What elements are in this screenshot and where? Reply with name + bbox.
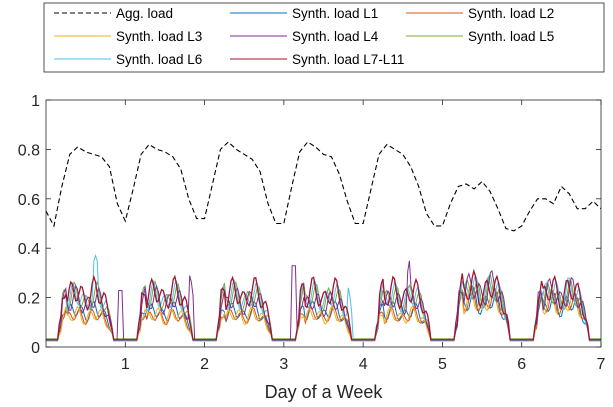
legend-box (43, 2, 605, 73)
x-tick-label: 3 (279, 356, 288, 373)
x-ticks: 1 2 3 4 5 6 7 (121, 100, 606, 373)
x-tick-label: 2 (200, 356, 209, 373)
x-tick-label: 4 (359, 356, 368, 373)
x-tick-label: 6 (517, 356, 526, 373)
legend-label: Synth. load L2 (468, 6, 554, 21)
y-tick-label: 0.8 (18, 142, 40, 159)
legend-label: Synth. load L7-L11 (292, 52, 404, 67)
series-line-synth-load-l4 (46, 260, 601, 341)
y-tick-label: 0.2 (18, 291, 40, 308)
legend-label: Synth. load L3 (116, 29, 202, 44)
x-tick-label: 7 (597, 356, 606, 373)
legend-label: Synth. load L5 (468, 29, 554, 44)
x-tick-label: 5 (438, 356, 447, 373)
y-tick-label: 0.6 (18, 192, 40, 209)
legend-label: Synth. load L1 (292, 6, 378, 21)
series-line-agg-load (45, 141, 602, 232)
legend-label: Synth. load L4 (292, 29, 379, 44)
x-axis-title: Day of a Week (265, 382, 384, 402)
y-tick-label: 0.4 (18, 241, 40, 258)
series-layer (45, 141, 602, 342)
plot-area (46, 100, 601, 347)
plot-frame (45, 99, 602, 348)
y-ticks: 0 0.2 0.4 0.6 0.8 1 (18, 93, 601, 357)
x-tick-label: 1 (121, 356, 130, 373)
legend-label: Agg. load (116, 6, 173, 21)
legend: Agg. load Synth. load L1 Synth. load L2 Syn… (54, 6, 554, 67)
series-line-synth-load-l7-l11 (46, 268, 601, 341)
y-tick-label: 1 (31, 93, 40, 110)
legend-label: Synth. load L6 (116, 52, 202, 67)
y-tick-label: 0 (31, 340, 40, 357)
